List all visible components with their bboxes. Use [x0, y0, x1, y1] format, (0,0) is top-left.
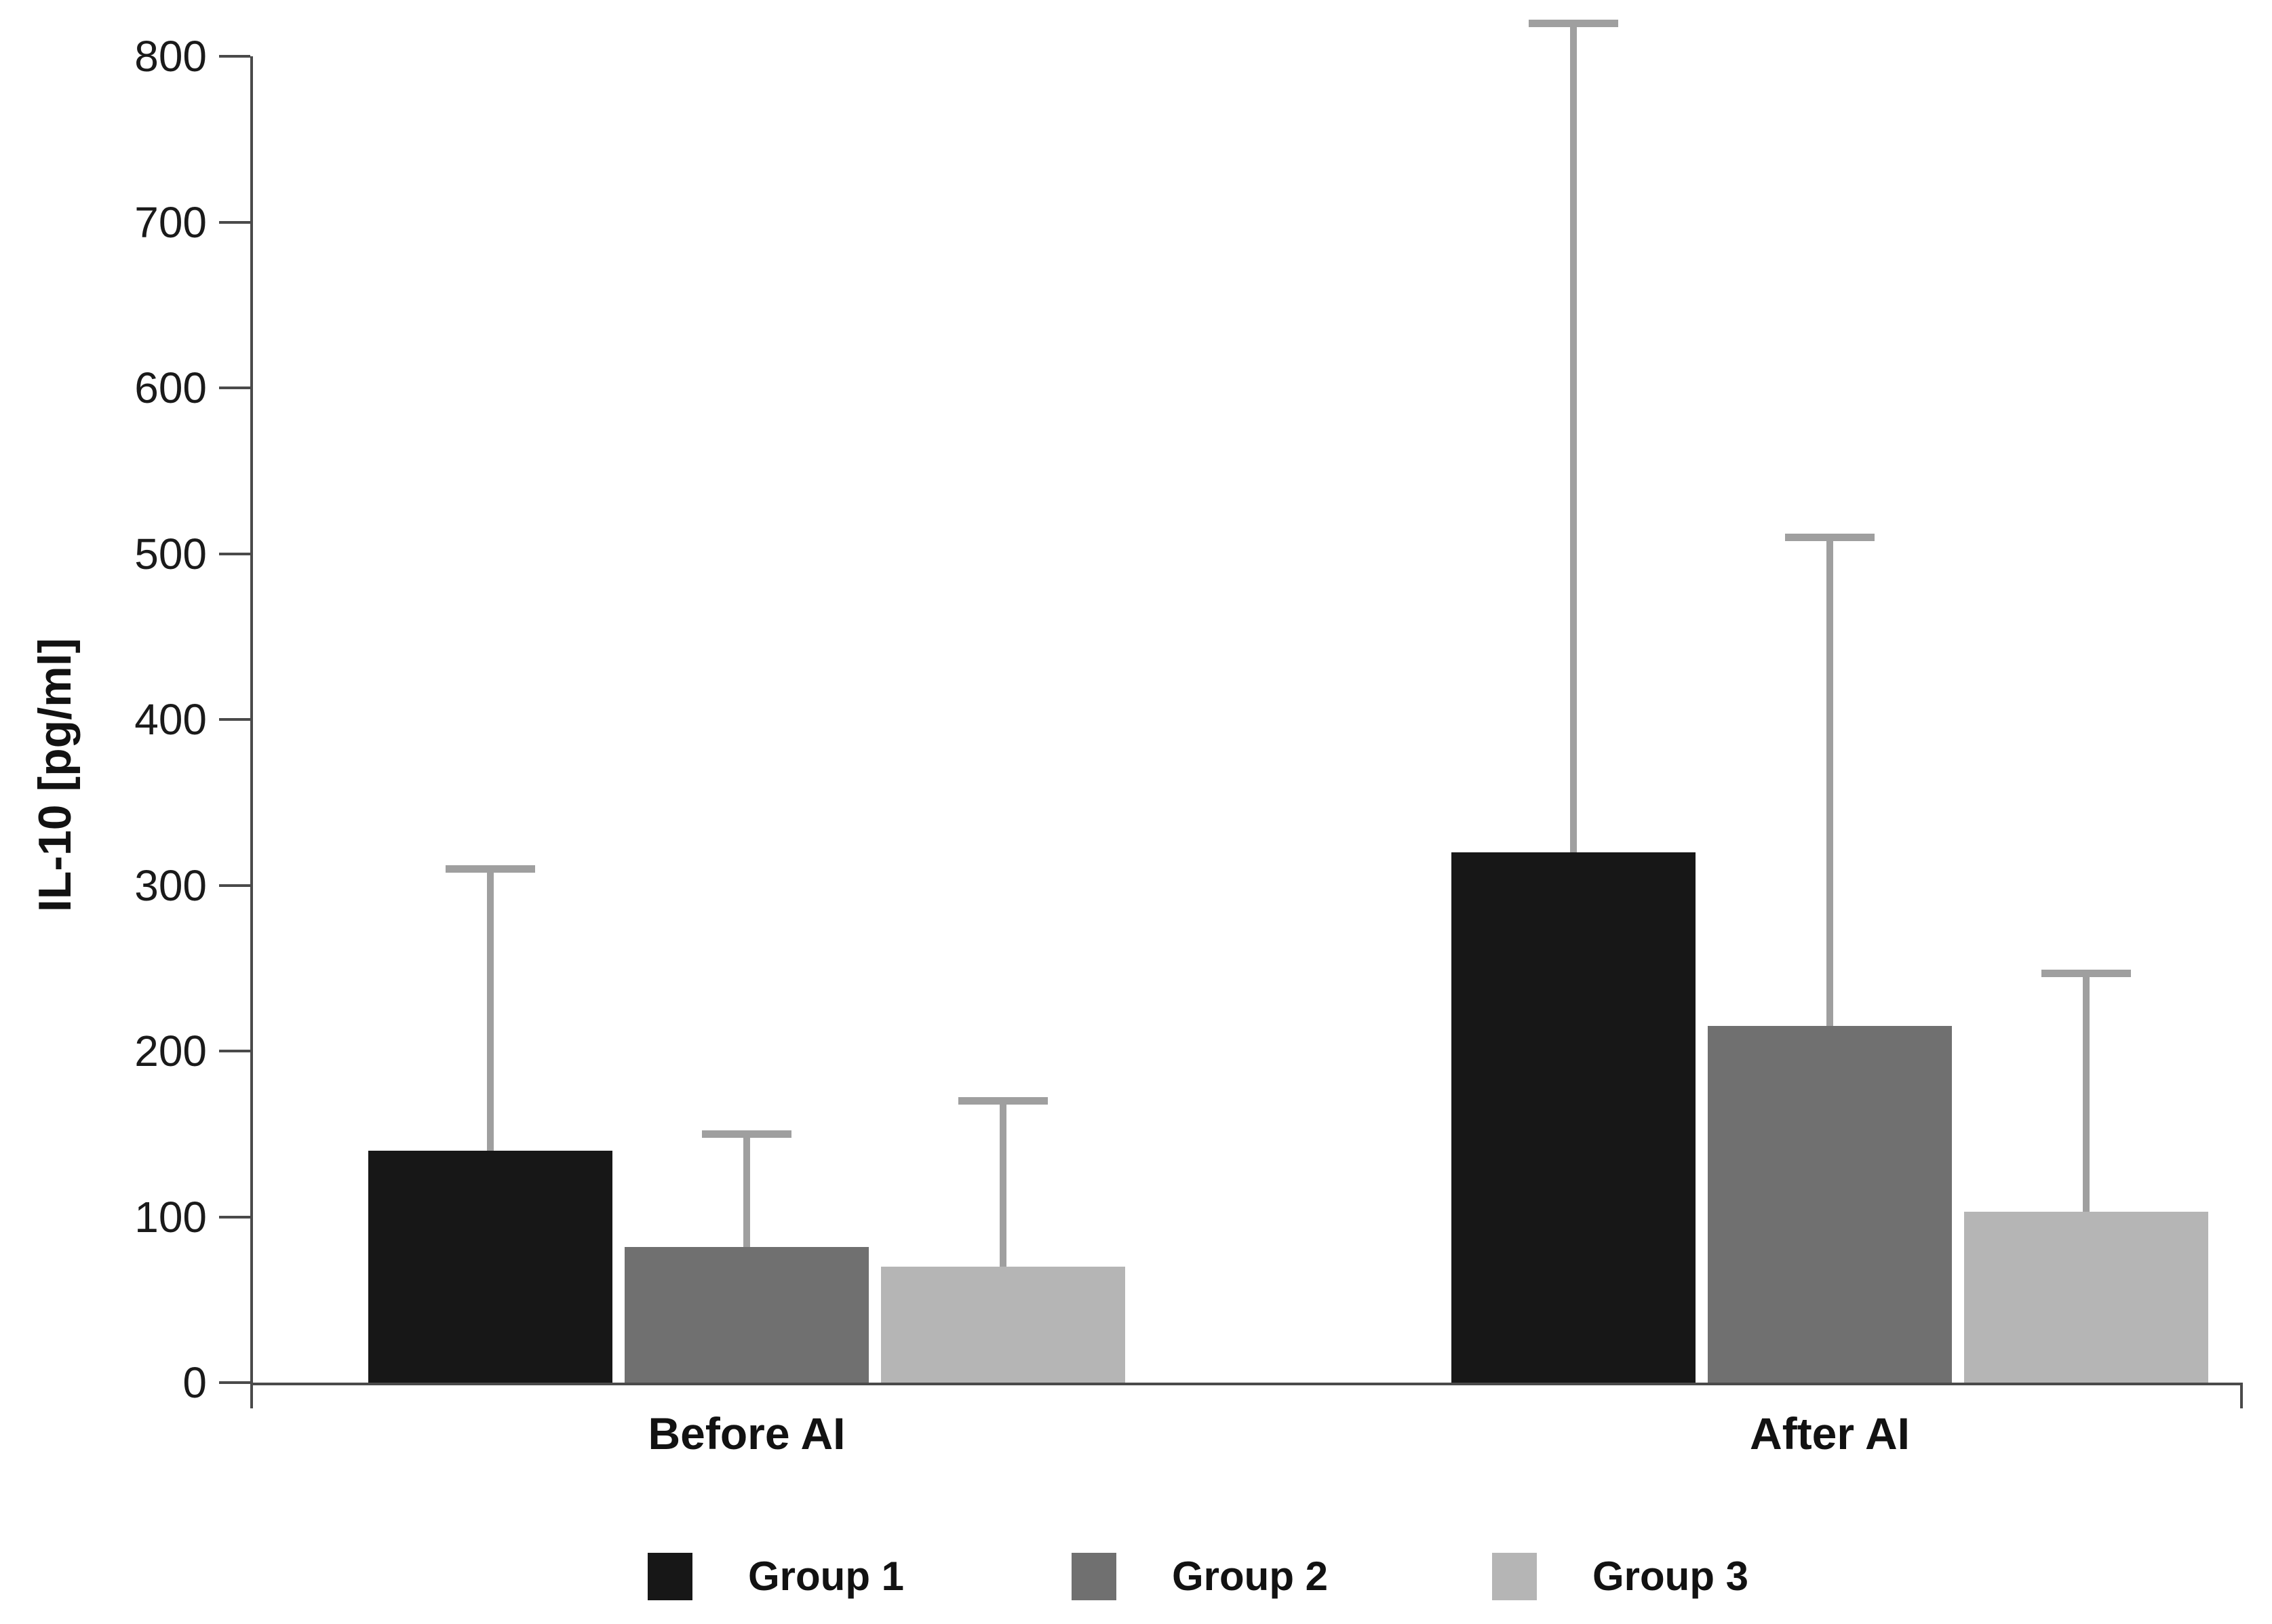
legend-swatch-group-3 — [1492, 1553, 1537, 1600]
y-tick-label: 0 — [182, 1358, 207, 1407]
y-tick-label: 800 — [134, 32, 207, 81]
y-tick-mark — [219, 387, 250, 389]
y-tick-mark — [219, 1050, 250, 1052]
legend-item: Group 1 — [648, 1553, 904, 1600]
legend-item: Group 2 — [1072, 1553, 1328, 1600]
y-tick-mark — [219, 718, 250, 721]
error-bar-line — [1570, 23, 1577, 866]
bar-group-1-after-ai — [1451, 852, 1696, 1383]
error-bar-line — [487, 869, 494, 1164]
legend-label: Group 1 — [748, 1553, 905, 1599]
bar-group-3-before-ai — [881, 1266, 1125, 1383]
y-tick-label: 600 — [134, 363, 207, 412]
error-bar-line — [1000, 1101, 1006, 1280]
error-bar-cap — [1785, 533, 1875, 541]
legend-label: Group 3 — [1592, 1553, 1749, 1599]
y-tick-mark — [219, 220, 250, 224]
y-tick-mark — [219, 884, 250, 887]
y-tick-label: 700 — [134, 197, 207, 247]
bar-group-3-after-ai — [1964, 1212, 2208, 1383]
x-category-label: After AI — [1750, 1408, 1910, 1459]
x-axis-end-tick — [2240, 1383, 2243, 1408]
y-tick-mark — [219, 1215, 250, 1219]
legend-item: Group 3 — [1492, 1553, 1748, 1600]
x-category-label: Before AI — [648, 1408, 846, 1459]
y-tick-mark — [219, 552, 250, 555]
y-tick-label: 500 — [134, 529, 207, 578]
error-bar-cap — [446, 865, 535, 873]
bar-group-1-before-ai — [368, 1150, 612, 1383]
y-tick-mark — [219, 55, 250, 58]
y-tick-label: 400 — [134, 695, 207, 744]
bar-group-2-before-ai — [625, 1246, 869, 1383]
legend-label: Group 2 — [1172, 1553, 1329, 1599]
error-bar-line — [1826, 537, 1833, 1040]
y-tick-mark — [219, 1381, 250, 1384]
error-bar-cap — [2041, 969, 2131, 977]
legend-swatch-group-2 — [1072, 1553, 1116, 1600]
bar-group-2-after-ai — [1708, 1026, 1952, 1383]
error-bar-cap — [702, 1130, 791, 1138]
y-axis-line — [250, 56, 253, 1408]
x-axis-line — [250, 1383, 2243, 1385]
y-tick-label: 100 — [134, 1192, 207, 1242]
error-bar-line — [2083, 973, 2090, 1226]
y-tick-label: 300 — [134, 860, 207, 910]
error-bar-line — [743, 1134, 750, 1261]
error-bar-cap — [1529, 19, 1618, 27]
error-bar-cap — [958, 1096, 1048, 1105]
y-tick-label: 200 — [134, 1027, 207, 1075]
legend-swatch-group-1 — [648, 1553, 692, 1600]
